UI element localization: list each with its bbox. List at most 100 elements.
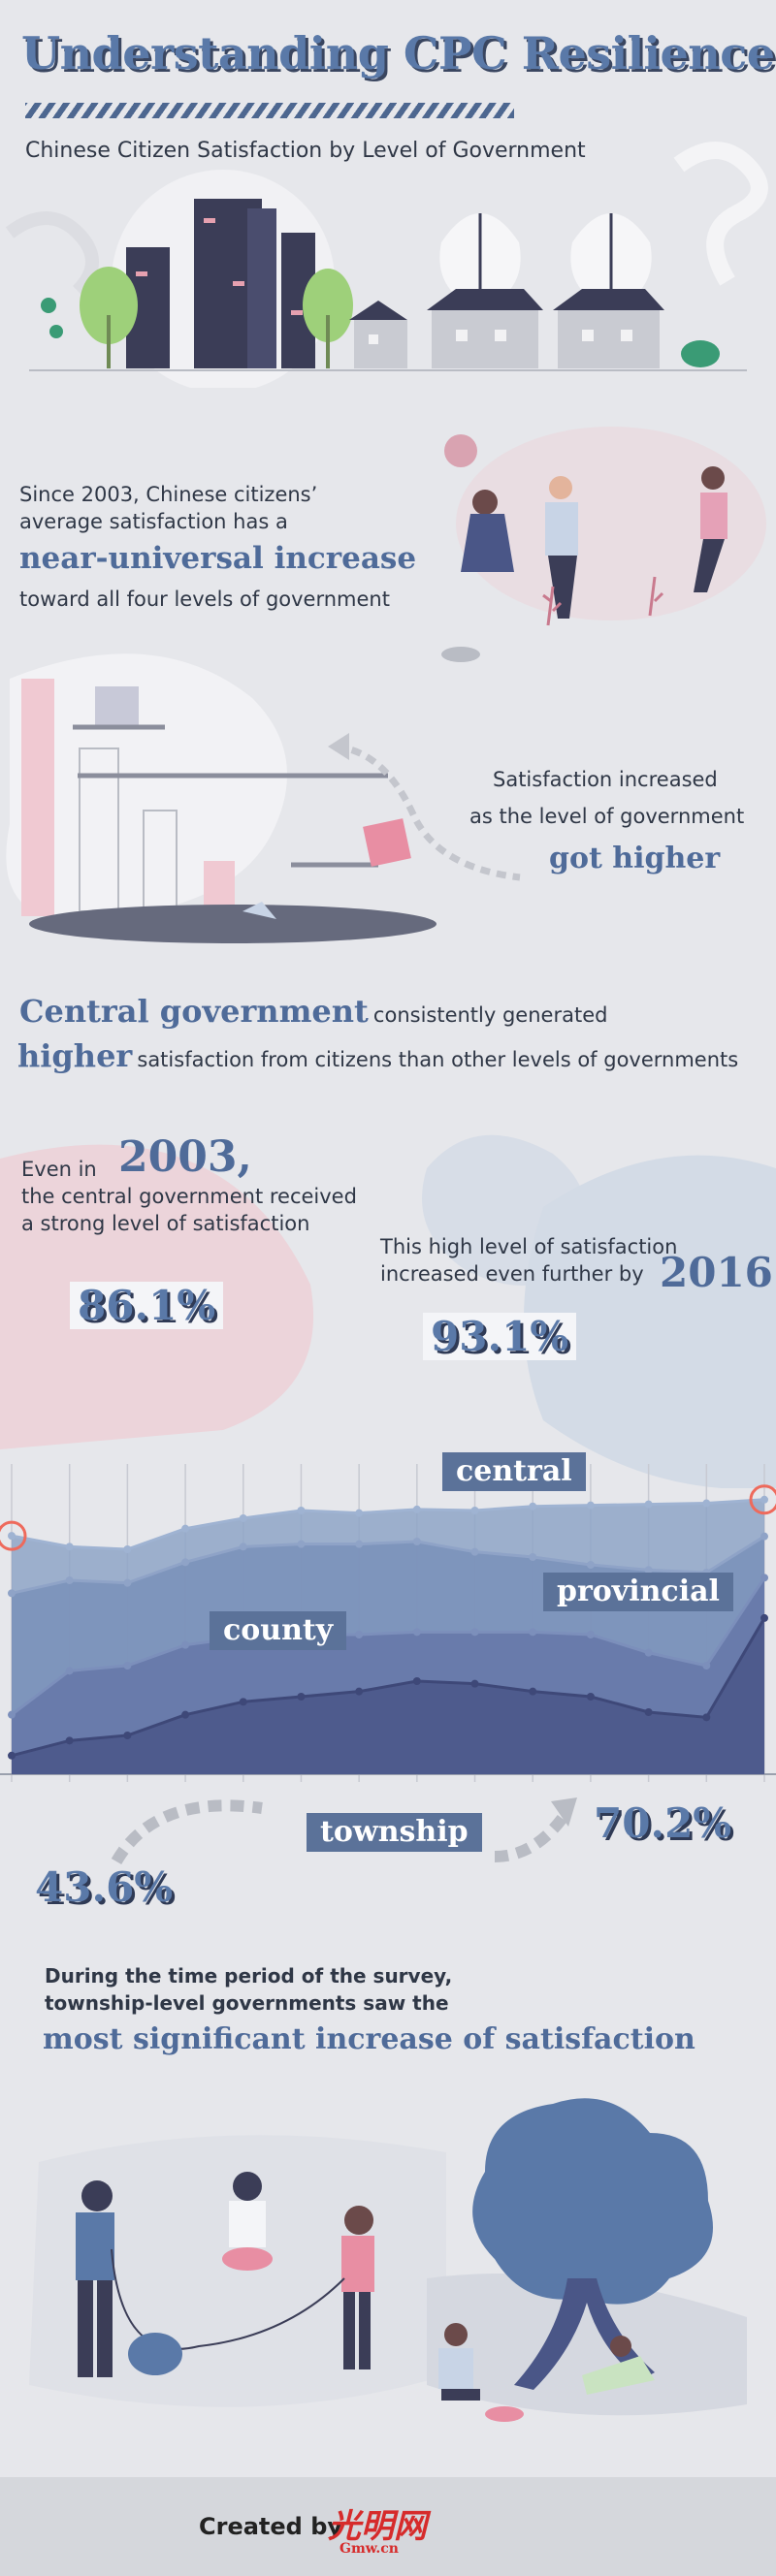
data-point-township bbox=[760, 1613, 768, 1622]
data-point-central bbox=[181, 1524, 190, 1533]
data-point-provincial bbox=[586, 1561, 595, 1569]
series-label-county: county bbox=[210, 1611, 347, 1650]
data-point-county bbox=[8, 1710, 16, 1719]
data-point-provincial bbox=[760, 1532, 768, 1541]
area-township bbox=[12, 1617, 764, 1774]
section2-line2: as the level of government bbox=[469, 805, 745, 828]
section4-right-year: 2016 bbox=[660, 1249, 773, 1296]
city-illustration bbox=[5, 142, 768, 388]
section1-highlight: near-universal increase bbox=[19, 541, 417, 576]
data-point-township bbox=[181, 1710, 190, 1719]
series-label-provincial: provincial bbox=[543, 1573, 733, 1611]
data-point-township bbox=[644, 1708, 653, 1716]
series-line-provincial bbox=[11, 1535, 765, 1595]
data-point-county bbox=[470, 1628, 479, 1637]
data-point-provincial bbox=[355, 1540, 364, 1548]
title-divider bbox=[25, 103, 514, 118]
data-point-provincial bbox=[529, 1553, 537, 1561]
data-point-central bbox=[529, 1502, 537, 1511]
section3-text2: satisfaction from citizens than other le… bbox=[137, 1048, 739, 1071]
data-point-provincial bbox=[470, 1547, 479, 1556]
data-point-county bbox=[412, 1628, 421, 1637]
data-point-provincial bbox=[239, 1542, 247, 1551]
data-point-central bbox=[470, 1507, 479, 1514]
data-point-central bbox=[239, 1514, 247, 1522]
park-illustration bbox=[29, 2098, 747, 2422]
section2-line1: Satisfaction increased bbox=[493, 768, 718, 791]
section4-left-prefix: Even in bbox=[21, 1158, 97, 1181]
section1-line3: toward all four levels of government bbox=[19, 588, 390, 611]
data-point-central bbox=[355, 1509, 364, 1517]
data-point-township bbox=[586, 1693, 595, 1701]
data-point-township bbox=[470, 1679, 479, 1688]
section3-line2: higher satisfaction from citizens than o… bbox=[17, 1037, 738, 1074]
section4-right-line1: This high level of satisfaction bbox=[380, 1235, 678, 1258]
township-arrows bbox=[111, 1797, 577, 1865]
data-point-county bbox=[702, 1662, 711, 1670]
series-line-county bbox=[11, 1576, 766, 1716]
section1-line2: average satisfaction has a bbox=[19, 510, 288, 533]
data-point-county bbox=[644, 1648, 653, 1657]
series-label-township: township bbox=[307, 1813, 482, 1852]
section5-highlight: most significant increase of satisfactio… bbox=[43, 2022, 695, 2056]
section4-left-year: 2003, bbox=[118, 1132, 252, 1182]
data-point-township bbox=[297, 1693, 306, 1701]
section5-line1: During the time period of the survey, bbox=[45, 1964, 453, 1988]
gmw-logo[interactable]: 光明网 Gmw.cn bbox=[328, 2499, 427, 2557]
section3-line1: Central government consistently generate… bbox=[19, 993, 607, 1030]
data-point-central bbox=[760, 1495, 768, 1504]
data-point-county bbox=[355, 1631, 364, 1638]
celebrating-people-illustration bbox=[441, 427, 766, 662]
section5-line2: township-level governments saw the bbox=[45, 1991, 449, 2015]
logo-subtext: Gmw.cn bbox=[340, 2541, 399, 2557]
data-point-township bbox=[355, 1687, 364, 1696]
section4-left-line3: a strong level of satisfaction bbox=[21, 1212, 310, 1235]
bars-illustration bbox=[6, 653, 521, 943]
data-point-provincial bbox=[297, 1540, 306, 1548]
highlight-marker bbox=[0, 1520, 27, 1551]
central-2016-value: 93.1% bbox=[423, 1313, 577, 1360]
data-point-provincial bbox=[644, 1566, 653, 1574]
data-point-provincial bbox=[181, 1558, 190, 1567]
section3-text1: consistently generated bbox=[372, 1003, 608, 1027]
page-subtitle: Chinese Citizen Satisfaction by Level of… bbox=[25, 139, 586, 163]
logo-text: 光明网 bbox=[328, 2507, 427, 2546]
data-point-township bbox=[123, 1732, 132, 1739]
section2-highlight: got higher bbox=[549, 842, 721, 875]
data-point-township bbox=[529, 1687, 537, 1696]
series-line-township bbox=[11, 1617, 766, 1758]
data-point-central bbox=[65, 1542, 74, 1551]
data-point-central bbox=[297, 1507, 306, 1514]
data-point-central bbox=[8, 1532, 16, 1541]
data-point-central bbox=[644, 1500, 653, 1509]
highlight-marker bbox=[749, 1484, 776, 1515]
satisfaction-area-chart bbox=[0, 1464, 776, 1782]
series-line-central bbox=[11, 1498, 765, 1551]
data-point-central bbox=[702, 1499, 711, 1508]
created-by-label: Created by bbox=[199, 2513, 343, 2540]
data-point-county bbox=[65, 1667, 74, 1675]
data-point-central bbox=[412, 1505, 421, 1513]
section4-right-line2: increased even further by bbox=[380, 1262, 644, 1286]
data-point-county bbox=[123, 1662, 132, 1670]
data-point-township bbox=[412, 1677, 421, 1685]
data-point-central bbox=[123, 1545, 132, 1553]
data-point-county bbox=[760, 1574, 768, 1582]
section1-line1: Since 2003, Chinese citizens’ bbox=[19, 483, 318, 506]
central-2003-value: 86.1% bbox=[70, 1282, 224, 1329]
data-point-provincial bbox=[8, 1589, 16, 1598]
data-point-provincial bbox=[412, 1538, 421, 1545]
section3-highlight1: Central government bbox=[19, 993, 369, 1030]
data-point-township bbox=[8, 1751, 16, 1760]
data-point-provincial bbox=[65, 1576, 74, 1584]
township-2003-value: 43.6% bbox=[35, 1863, 174, 1911]
data-point-township bbox=[239, 1698, 247, 1706]
data-point-county bbox=[586, 1631, 595, 1638]
series-label-central: central bbox=[442, 1452, 586, 1491]
data-point-county bbox=[529, 1628, 537, 1637]
page-title: Understanding CPC Resilience bbox=[21, 27, 775, 80]
data-point-county bbox=[181, 1640, 190, 1649]
data-point-township bbox=[702, 1713, 711, 1722]
section4-left-line2: the central government received bbox=[21, 1185, 357, 1208]
